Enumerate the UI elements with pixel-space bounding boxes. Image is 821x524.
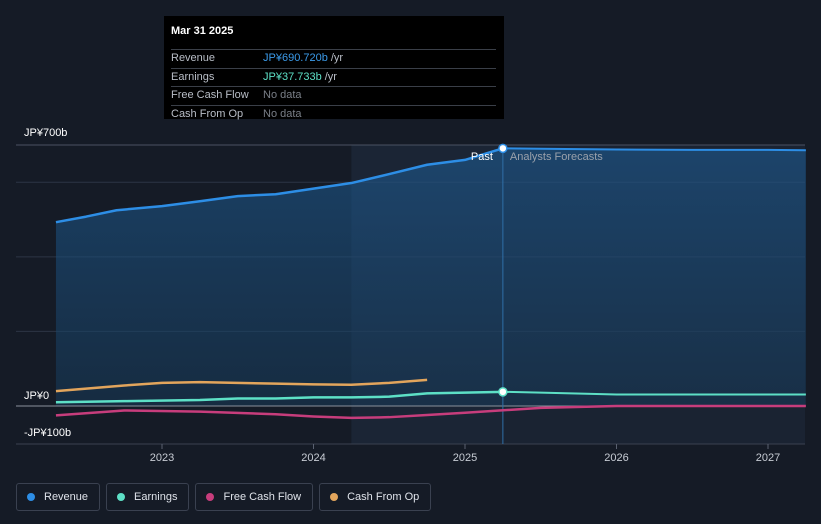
chart-legend: Revenue Earnings Free Cash Flow Cash Fro… bbox=[16, 483, 437, 511]
data-tooltip: Mar 31 2025 Revenue JP¥690.720b /yr Earn… bbox=[164, 16, 504, 120]
y-tick-label: JP¥700b bbox=[24, 127, 67, 139]
legend-revenue[interactable]: Revenue bbox=[16, 483, 101, 511]
revenue-line bbox=[55, 147, 504, 224]
legend-dot-icon bbox=[330, 493, 339, 501]
earnings-forecast-line bbox=[502, 390, 806, 396]
tooltip-value: No data bbox=[263, 107, 302, 120]
tooltip-value: JP¥37.733b bbox=[263, 70, 322, 83]
tooltip-value: JP¥690.720b bbox=[263, 52, 328, 64]
tooltip-unit: /yr bbox=[324, 70, 337, 83]
forecast-label: Analysts Forecasts bbox=[510, 151, 603, 163]
legend-cash-from-op[interactable]: Cash From Op bbox=[319, 483, 432, 511]
earnings-marker bbox=[498, 387, 508, 397]
past-label: Past bbox=[471, 151, 493, 163]
y-tick-label: JP¥0 bbox=[24, 390, 49, 402]
tooltip-row-revenue: Revenue JP¥690.720b /yr bbox=[171, 49, 496, 68]
legend-label: Revenue bbox=[44, 491, 89, 503]
legend-dot-icon bbox=[27, 493, 35, 501]
y-tick-label: -JP¥100b bbox=[24, 427, 71, 439]
legend-dot-icon bbox=[117, 493, 126, 501]
earnings-line bbox=[55, 390, 503, 404]
tooltip-row-fcf: Free Cash Flow No data bbox=[171, 86, 496, 105]
x-tick-label: 2027 bbox=[756, 452, 780, 464]
legend-label: Free Cash Flow bbox=[223, 491, 302, 503]
tooltip-label: Earnings bbox=[171, 70, 215, 83]
x-tick-label: 2023 bbox=[150, 452, 174, 464]
legend-free-cash-flow[interactable]: Free Cash Flow bbox=[195, 483, 314, 511]
legend-label: Cash From Op bbox=[347, 491, 420, 503]
x-tick-label: 2026 bbox=[604, 452, 628, 464]
legend-dot-icon bbox=[206, 493, 215, 501]
tooltip-unit: /yr bbox=[330, 52, 344, 64]
financial-chart: Past Analysts Forecasts JP¥700b JP¥0 -JP¥100… bbox=[16, 127, 806, 464]
tooltip-label: Revenue bbox=[171, 52, 216, 64]
cash-from-op-line bbox=[55, 378, 428, 393]
legend-label: Earnings bbox=[134, 491, 178, 503]
free-cash-flow-line bbox=[55, 404, 806, 420]
tooltip-row-cfo: Cash From Op No data bbox=[171, 104, 496, 124]
revenue-marker bbox=[498, 143, 508, 154]
x-tick-label: 2024 bbox=[301, 452, 325, 464]
revenue-area bbox=[55, 148, 806, 406]
tooltip-row-earnings: Earnings JP¥37.733b /yr bbox=[171, 67, 496, 87]
revenue-forecast-line bbox=[502, 147, 806, 152]
tooltip-value: No data bbox=[263, 89, 302, 101]
tooltip-label: Free Cash Flow bbox=[171, 89, 249, 101]
tooltip-label: Cash From Op bbox=[171, 107, 244, 120]
tooltip-date: Mar 31 2025 bbox=[171, 25, 234, 37]
legend-earnings[interactable]: Earnings bbox=[106, 483, 190, 511]
x-tick-label: 2025 bbox=[453, 452, 477, 464]
